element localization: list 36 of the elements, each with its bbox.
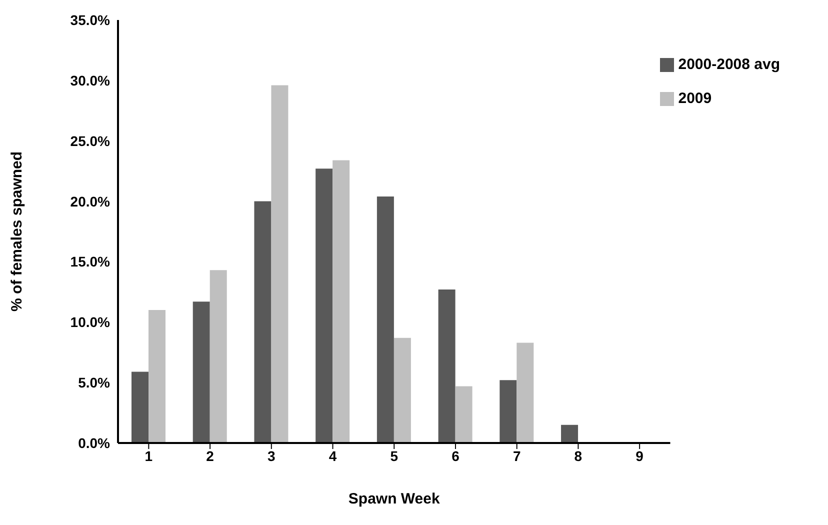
y-tick-label: 25.0% — [70, 132, 111, 149]
bar — [210, 270, 227, 443]
y-tick-label: 15.0% — [70, 254, 111, 270]
legend-label: 2009 — [678, 90, 712, 107]
x-tick-label: 2 — [206, 448, 214, 464]
bar — [271, 85, 288, 443]
y-tick-label: 10.0% — [70, 314, 111, 330]
y-axis-title: % of females spawned — [8, 151, 26, 312]
bar — [332, 160, 350, 443]
x-tick-label: 7 — [512, 448, 521, 464]
x-tick-label: 5 — [390, 448, 398, 464]
bar — [516, 342, 534, 443]
bar — [192, 302, 210, 443]
bar — [500, 380, 517, 443]
bar — [455, 386, 472, 443]
bar — [561, 424, 578, 443]
y-tick-label: 30.0% — [70, 72, 111, 88]
bar — [438, 290, 456, 443]
legend-label: 2000-2008 avg — [678, 56, 780, 73]
x-tick-label: 3 — [268, 448, 276, 464]
x-tick-label: 4 — [328, 448, 337, 464]
y-tick-label: 20.0% — [70, 193, 111, 210]
bar — [376, 196, 394, 443]
bar — [148, 310, 166, 443]
x-tick-label: 9 — [636, 448, 644, 464]
y-tick-label: 35.0% — [70, 12, 111, 28]
x-tick-label: 8 — [574, 448, 582, 464]
x-tick-label: 6 — [452, 448, 460, 464]
y-tick-label: 5.0% — [78, 374, 111, 391]
bar — [316, 168, 333, 443]
bar — [394, 338, 411, 443]
bar — [132, 372, 148, 443]
x-axis-title: Spawn Week — [348, 490, 440, 508]
y-tick-label: 0.0% — [78, 434, 111, 451]
bar — [254, 201, 272, 443]
x-tick-label: 1 — [144, 448, 153, 464]
